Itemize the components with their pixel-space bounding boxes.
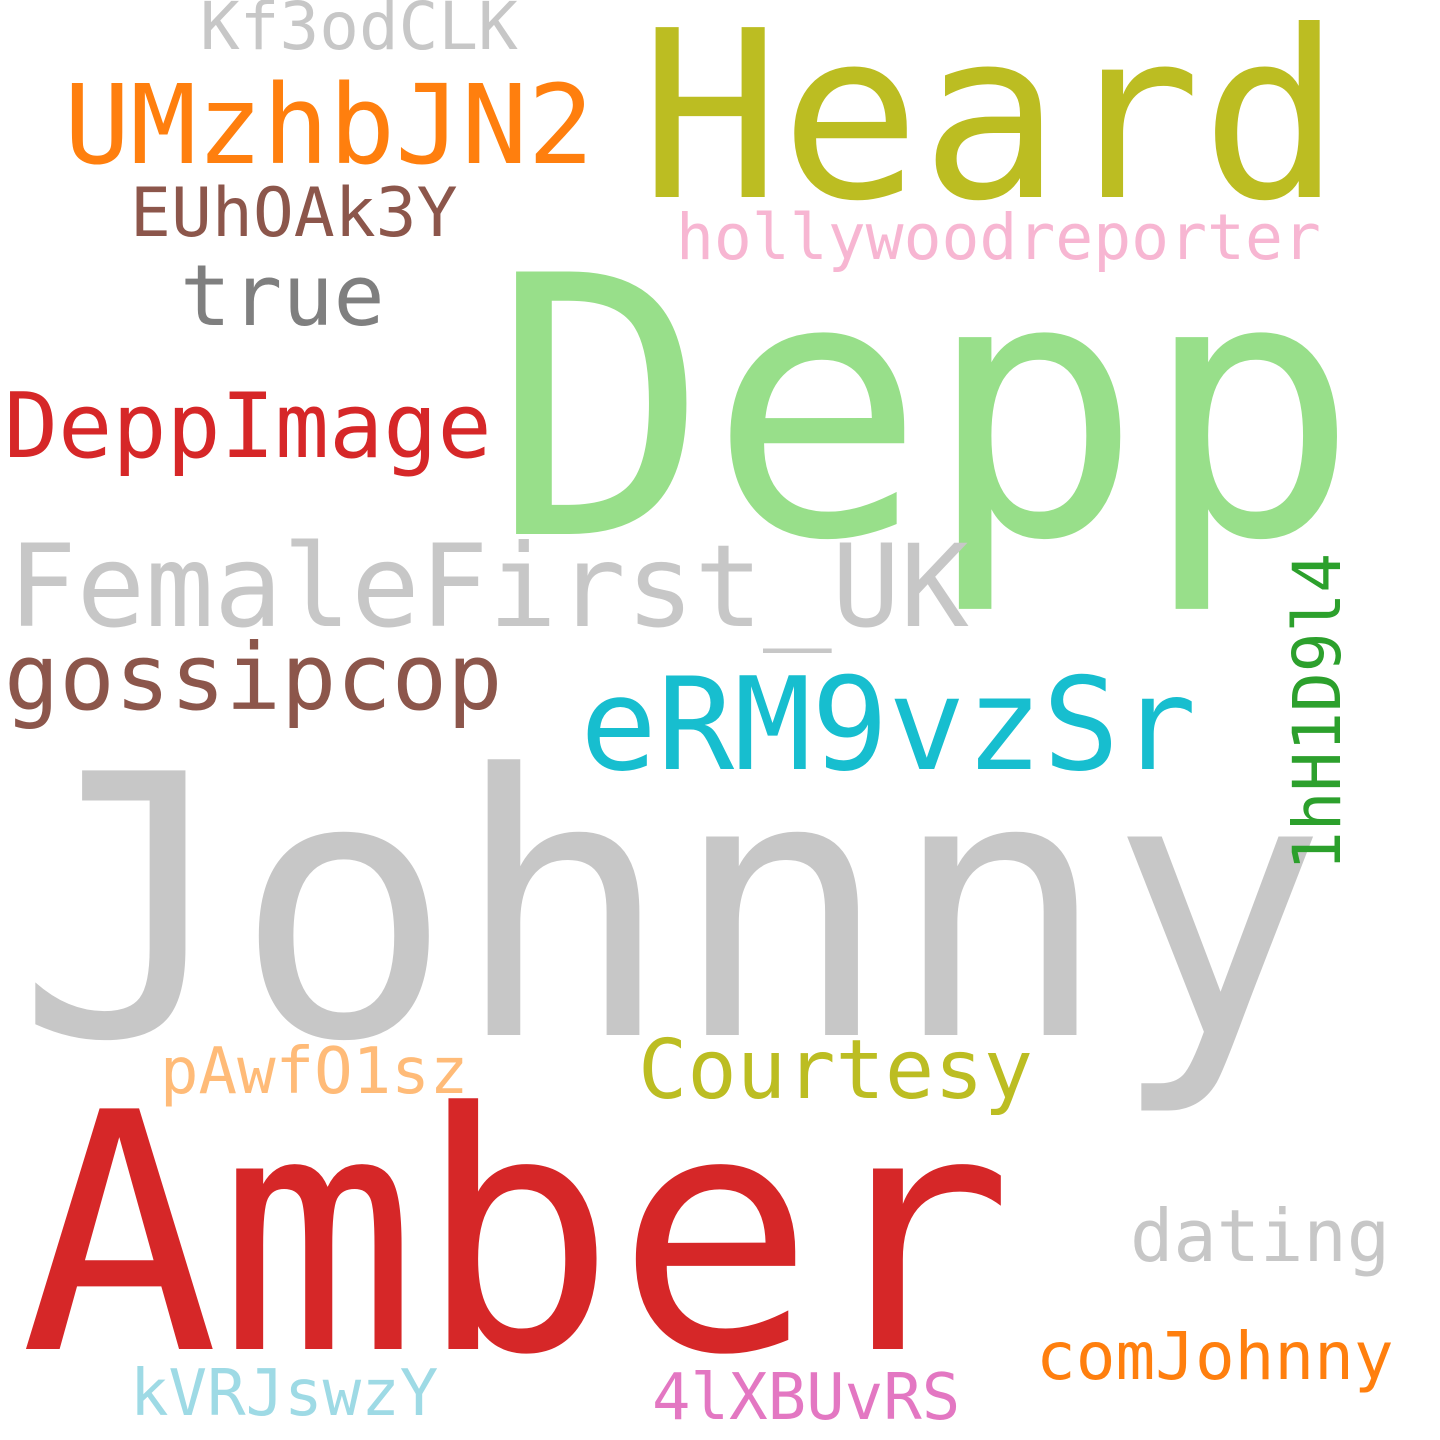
word-true: true [180, 247, 385, 346]
word-kf3odclk: Kf3odCLK [200, 0, 518, 65]
word-1hh1d9l4: 1hH1D9l4 [1279, 553, 1356, 871]
word-umzhbjn2: UMzhbJN2 [64, 61, 594, 189]
word-depp: Depp [492, 200, 1359, 619]
word-4lxbuvrs: 4lXBUvRS [652, 1361, 961, 1435]
word-heard: Heard [640, 0, 1342, 252]
word-dating: dating [1130, 1194, 1391, 1278]
word-erm9vzsr: eRM9vzSr [580, 651, 1197, 800]
word-pawfo1sz: pAwfO1sz [160, 1035, 469, 1109]
word-courtesy: Courtesy [638, 1023, 1033, 1118]
word-comjohnny: comJohnny [1036, 1318, 1394, 1395]
word-johnny: Johnny [16, 698, 1328, 1121]
word-hollywoodreporter: hollywoodreporter [676, 201, 1321, 274]
word-euhoak3y: EUhOAk3Y [130, 174, 458, 253]
word-deppimage: DeppImage [4, 374, 492, 479]
word-amber: Amber [20, 1043, 1014, 1427]
word-femalefirst-uk: FemaleFirst_UK [8, 520, 969, 653]
word-kvrjswzy: kVRJswzY [130, 1357, 439, 1431]
word-gossipcop: gossipcop [4, 624, 503, 731]
